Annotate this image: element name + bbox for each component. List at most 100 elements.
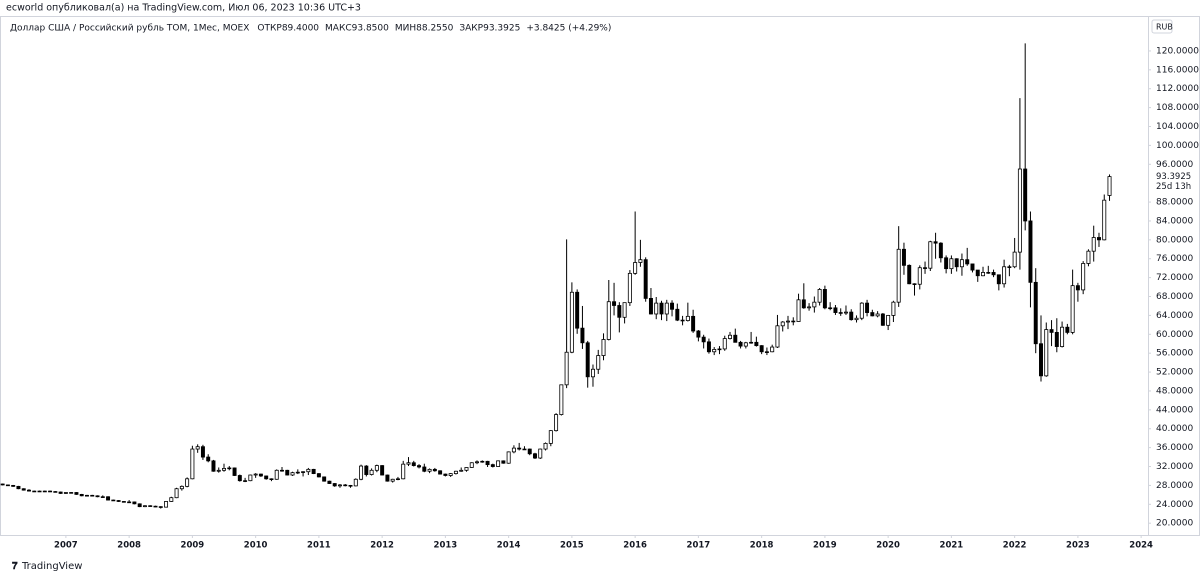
candle-body	[480, 460, 485, 463]
y-tick-label: 28.0000	[1156, 481, 1193, 491]
candle-body	[548, 430, 553, 444]
candle-body	[1070, 285, 1075, 333]
price-tag: 93.3925	[1156, 172, 1191, 182]
candle-body	[633, 262, 638, 274]
candle-body	[169, 497, 174, 502]
candle-body	[1065, 326, 1070, 333]
y-tick-label: 80.0000	[1156, 235, 1193, 245]
candle-body	[5, 484, 10, 487]
candle-body	[74, 492, 79, 495]
candle-body	[596, 355, 601, 370]
candle-body	[654, 302, 659, 315]
candle-body	[880, 313, 885, 326]
candle-body	[585, 342, 590, 378]
y-tick-label: 88.0000	[1156, 198, 1193, 208]
y-tick-label: 76.0000	[1156, 254, 1193, 264]
candle-body	[722, 338, 727, 350]
candle-body	[311, 468, 316, 475]
x-tick-label: 2020	[876, 541, 900, 551]
candle-body	[475, 461, 479, 464]
candle-body	[1017, 168, 1022, 253]
candle-body	[264, 475, 269, 480]
x-tick-label: 2023	[1066, 541, 1090, 551]
candle-body	[991, 272, 996, 276]
candle-body	[901, 248, 906, 266]
candle-body	[1081, 263, 1086, 291]
candle-body	[248, 474, 253, 482]
candle-body	[453, 470, 458, 475]
candle-body	[780, 321, 785, 327]
candle-body	[996, 274, 1001, 285]
candle-body	[764, 351, 769, 353]
candle-body	[53, 491, 58, 493]
candle-body	[411, 462, 416, 466]
x-tick-label: 2017	[687, 541, 711, 551]
ohlc-value: 93.8500	[352, 24, 389, 34]
candle-body	[16, 485, 21, 490]
candle-body	[1033, 281, 1038, 345]
candle-body	[965, 259, 970, 265]
candle-body	[838, 312, 843, 314]
candle-body	[79, 493, 84, 497]
candle-body	[691, 315, 696, 332]
candle-body	[1012, 251, 1017, 268]
chart-frame	[0, 16, 1200, 536]
ohlc-name: ОТКР	[257, 24, 282, 34]
x-tick-label: 2019	[813, 541, 837, 551]
candle-body	[791, 320, 796, 323]
candle-body	[148, 505, 153, 507]
candle-body	[269, 478, 274, 481]
candle-body	[343, 484, 348, 487]
candle-body	[775, 325, 780, 348]
candle-body	[664, 302, 669, 315]
candle-body	[290, 472, 295, 476]
candle-body	[975, 269, 980, 277]
candle-body	[142, 505, 147, 508]
candle-body	[612, 301, 617, 306]
y-tick-label: 48.0000	[1156, 386, 1193, 396]
candle-body	[84, 494, 89, 497]
candle-body	[501, 460, 506, 464]
y-tick-label: 20.0000	[1156, 519, 1193, 529]
candle-body	[364, 465, 369, 475]
candle-body	[812, 301, 817, 308]
candle-body	[206, 456, 211, 462]
currency: RUB	[1156, 23, 1173, 32]
candle-body	[749, 341, 754, 344]
x-tick-label: 2015	[560, 541, 584, 551]
candle-body	[590, 368, 595, 378]
candle-body	[432, 468, 437, 472]
y-tick-label: 52.0000	[1156, 368, 1193, 378]
candle-body	[37, 490, 42, 493]
candle-body	[617, 305, 622, 318]
candle-body	[427, 468, 432, 472]
candle-body	[90, 494, 95, 497]
ohlc-name: МИН	[395, 24, 416, 34]
legend-header: Доллар США / Российский рубль TOM, 1Мес,…	[10, 24, 611, 34]
candle-body	[185, 478, 190, 487]
candle-body	[959, 259, 964, 268]
candle-body	[843, 311, 848, 314]
candle-body	[48, 490, 53, 493]
candle-body	[1007, 266, 1012, 268]
candle-body	[1060, 326, 1065, 347]
x-tick-label: 2010	[244, 541, 268, 551]
candle-body	[490, 464, 495, 467]
candle-body	[306, 468, 311, 473]
candle-body	[917, 267, 922, 285]
candle-body	[106, 496, 111, 501]
candle-body	[301, 471, 306, 473]
x-tick-label: 2013	[434, 541, 458, 551]
candle-body	[359, 465, 364, 480]
countdown: 25d 13h	[1156, 182, 1191, 192]
y-tick-label: 72.0000	[1156, 273, 1193, 283]
candle-body	[438, 470, 443, 475]
candle-body	[954, 258, 959, 268]
y-tick-label: 40.0000	[1156, 424, 1193, 434]
y-tick-label: 84.0000	[1156, 216, 1193, 226]
candle-body	[849, 311, 854, 321]
candle-body	[517, 447, 522, 450]
x-tick-label: 2008	[117, 541, 141, 551]
